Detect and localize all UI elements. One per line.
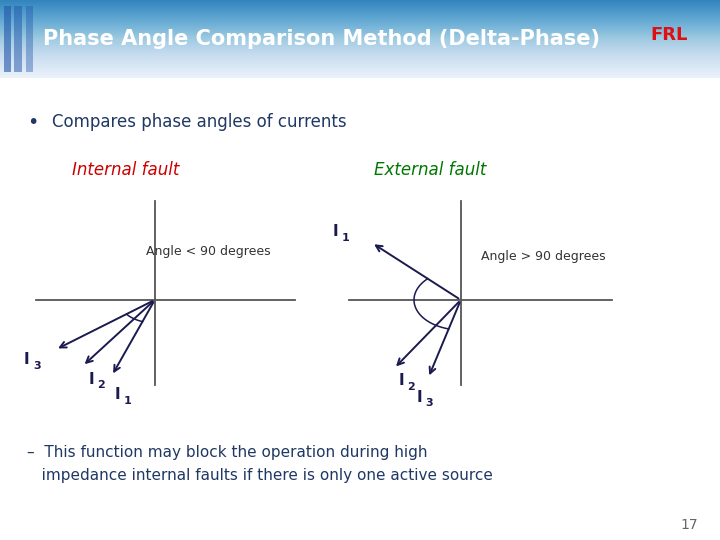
- Text: I: I: [24, 353, 30, 367]
- Text: Angle < 90 degrees: Angle < 90 degrees: [146, 245, 271, 258]
- Text: 1: 1: [124, 396, 132, 406]
- Text: 2: 2: [97, 380, 105, 390]
- Text: 3: 3: [426, 398, 433, 408]
- Bar: [26, 6, 33, 72]
- Text: 17: 17: [681, 518, 698, 532]
- Bar: [4, 6, 11, 72]
- Text: Phase Angle Comparison Method (Delta-Phase): Phase Angle Comparison Method (Delta-Pha…: [43, 29, 600, 49]
- Text: I: I: [417, 389, 422, 404]
- Text: Angle > 90 degrees: Angle > 90 degrees: [481, 249, 606, 262]
- Text: External fault: External fault: [374, 161, 487, 179]
- Bar: [14, 6, 22, 72]
- Text: 1: 1: [342, 233, 350, 242]
- Text: I: I: [89, 372, 94, 387]
- Text: I: I: [333, 224, 338, 239]
- Text: FRL: FRL: [650, 26, 688, 44]
- Text: 3: 3: [33, 361, 40, 371]
- Text: Internal fault: Internal fault: [72, 161, 179, 179]
- Text: impedance internal faults if there is only one active source: impedance internal faults if there is on…: [27, 468, 493, 483]
- Text: Compares phase angles of currents: Compares phase angles of currents: [52, 113, 346, 131]
- Text: I: I: [115, 387, 120, 402]
- Text: –  This function may block the operation during high: – This function may block the operation …: [27, 446, 428, 461]
- Text: •: •: [27, 113, 39, 132]
- Text: I: I: [399, 373, 404, 388]
- Text: 2: 2: [408, 382, 415, 392]
